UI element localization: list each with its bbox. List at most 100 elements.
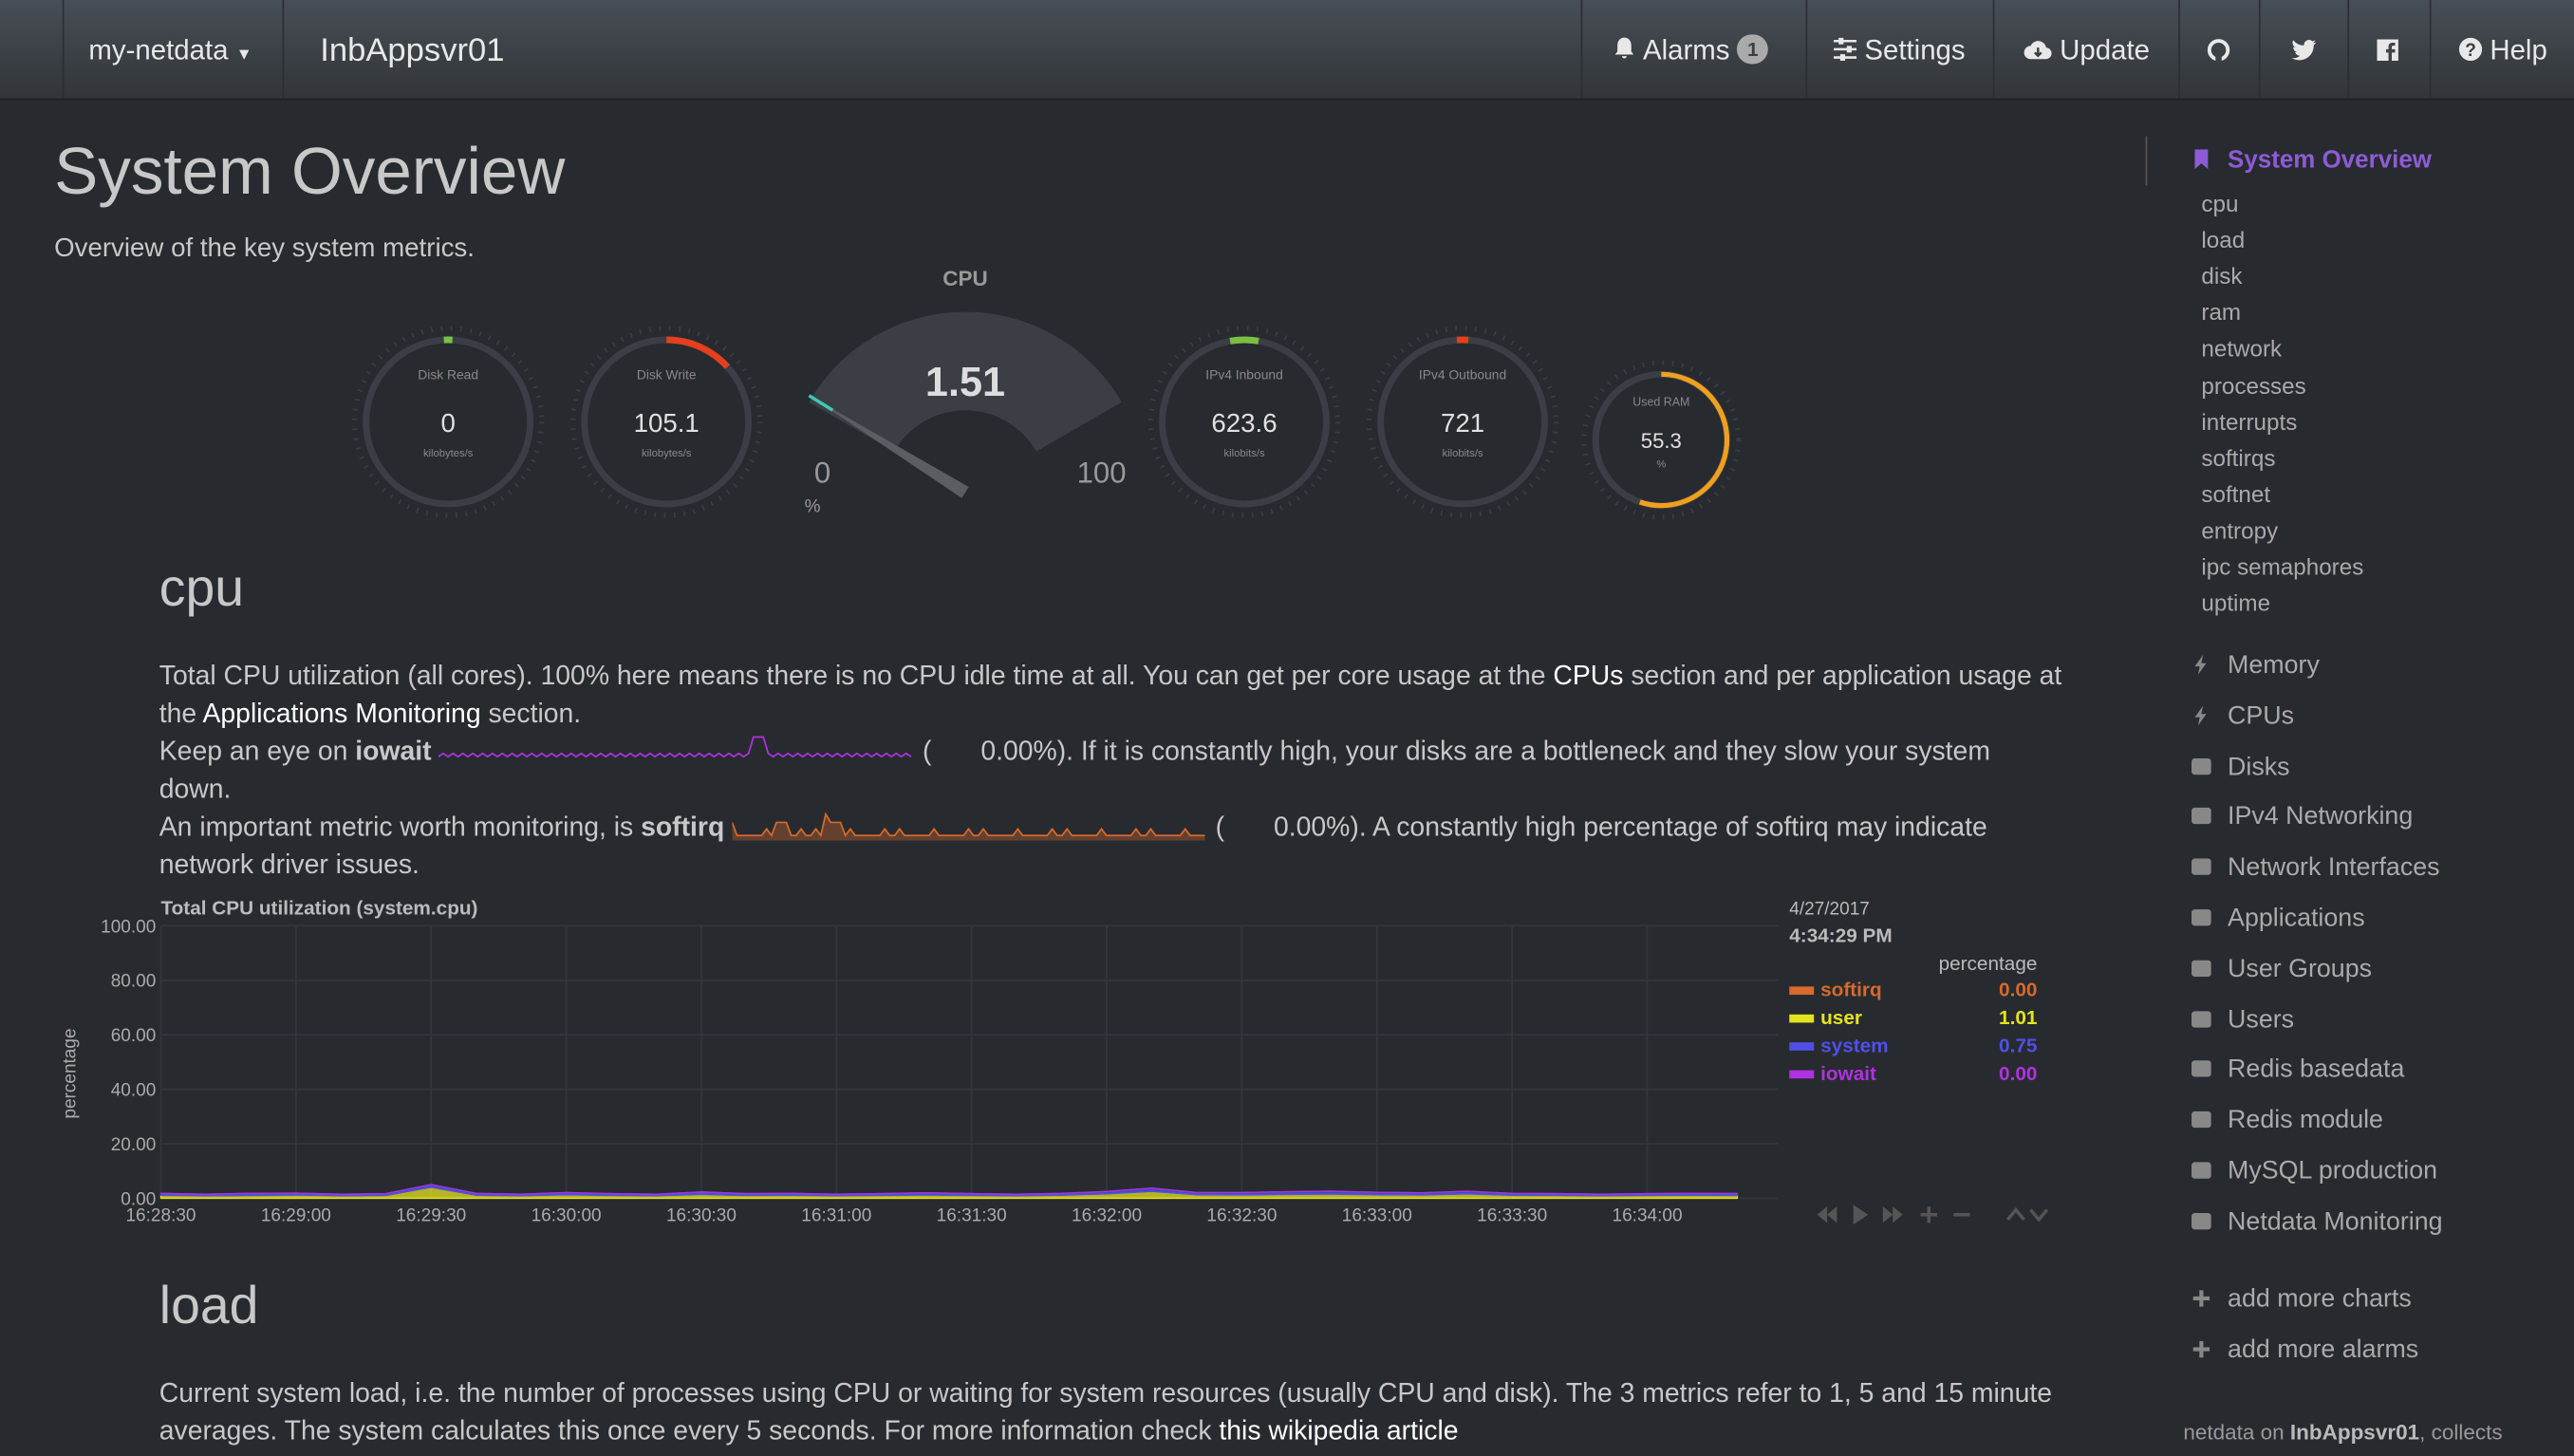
text: netdata on (2183, 1419, 2290, 1445)
sidebar-label: Network Interfaces (2228, 853, 2440, 883)
cpu-gauge-max: 100 (1077, 456, 1127, 489)
sidebar-label: softirqs (2201, 444, 2276, 471)
chart-control[interactable] (1817, 1206, 1837, 1223)
github-button[interactable] (2207, 0, 2231, 99)
y-tick-label: 40.00 (111, 1081, 157, 1101)
sidebar-item[interactable]: cpu (2201, 191, 2238, 217)
settings-label: Settings (1864, 34, 1966, 66)
gauge-value: 623.6 (1211, 408, 1277, 438)
text: , collects (2419, 1419, 2503, 1445)
chart-control[interactable] (1882, 1206, 1903, 1223)
link[interactable]: this wikipedia article (1219, 1416, 1459, 1447)
sidebar-item[interactable]: disk (2201, 263, 2242, 289)
link[interactable]: Applications Monitoring (202, 699, 481, 729)
legend-name: user (1820, 1007, 1862, 1029)
legend-units: percentage (1939, 953, 2038, 975)
alarms-button[interactable]: Alarms 1 (1612, 0, 1768, 99)
cpu-gauge-title: CPU (942, 267, 987, 290)
sidebar-item[interactable]: CPUs (2194, 701, 2295, 732)
sidebar-item[interactable]: ram (2201, 299, 2241, 326)
sidebar-icon (2192, 1162, 2211, 1179)
text: section and per application usage at the (159, 661, 2062, 729)
sidebar-label: ipc semaphores (2201, 552, 2364, 580)
chart-control[interactable] (1920, 1206, 1937, 1223)
sidebar-item[interactable]: Redis module (2192, 1107, 2383, 1136)
sidebar-item[interactable]: load (2201, 227, 2245, 253)
gauge-ticks (1147, 326, 1341, 518)
sidebar-item[interactable]: Applications (2192, 905, 2365, 934)
x-tick-label: 16:28:30 (125, 1206, 196, 1226)
x-tick-label: 16:32:00 (1072, 1206, 1142, 1226)
alarms-label: Alarms (1642, 34, 1730, 66)
sidebar-item[interactable]: Network Interfaces (2192, 853, 2440, 884)
sidebar-item[interactable]: ipc semaphores (2201, 553, 2363, 580)
navbar: my-netdata ▼ InbAppsvr01 Alarms 1 Settin… (0, 0, 2574, 101)
x-tick-label: 16:33:30 (1477, 1206, 1547, 1226)
sidebar-item[interactable]: Disks (2192, 753, 2290, 782)
sidebar-item[interactable]: Users (2192, 1005, 2294, 1035)
settings-button[interactable]: Settings (1833, 0, 1966, 99)
sidebar-label: Redis basedata (2228, 1055, 2405, 1085)
help-button[interactable]: ? Help (2458, 0, 2547, 99)
host: InbAppsvr01 (2289, 1419, 2420, 1445)
gauge-title: IPv4 Outbound (1419, 366, 1506, 382)
brand-menu[interactable]: my-netdata ▼ (88, 34, 252, 66)
sidebar-item[interactable]: Memory (2194, 651, 2320, 681)
sidebar-label: add more charts (2228, 1285, 2412, 1314)
sidebar-icon (2192, 960, 2211, 977)
sidebar-item[interactable]: softnet (2201, 480, 2270, 507)
gauge-ticks (1366, 326, 1559, 518)
sidebar-item[interactable]: processes (2201, 372, 2305, 399)
sidebar-item[interactable]: add more charts (2192, 1285, 2412, 1315)
sidebar-item[interactable]: IPv4 Networking (2192, 803, 2413, 832)
sidebar-label: entropy (2201, 516, 2279, 544)
sidebar-item[interactable]: Redis basedata (2192, 1055, 2405, 1086)
sidebar-icon (2192, 1111, 2211, 1129)
sidebar-item[interactable]: MySQL production (2192, 1157, 2438, 1186)
update-label: Update (2060, 34, 2151, 66)
link[interactable]: CPUs (1553, 661, 1624, 692)
sparkline-line (731, 812, 1205, 838)
chart-control[interactable] (2029, 1208, 2049, 1223)
sidebar-label: Memory (2228, 651, 2320, 680)
gauge-units: kilobits/s (1223, 448, 1264, 459)
sidebar-label: ram (2201, 299, 2242, 326)
text: section. (480, 699, 582, 729)
sidebar-label: MySQL production (2228, 1157, 2438, 1185)
gauge-units: kilobytes/s (642, 448, 692, 459)
sidebar-icon (2194, 149, 2209, 170)
section-title: load (159, 1275, 259, 1335)
sidebar-item[interactable]: softirqs (2201, 444, 2275, 471)
x-tick-label: 16:29:00 (261, 1206, 331, 1226)
sidebar-item[interactable]: User Groups (2192, 955, 2372, 984)
sidebar-label: CPUs (2228, 701, 2295, 731)
cpu-chart: Total CPU utilization (system.cpu) percen… (61, 897, 2049, 1226)
chart-control[interactable] (1853, 1204, 1869, 1225)
gauge-value: 721 (1441, 408, 1484, 438)
help-label: Help (2490, 34, 2547, 66)
text: Current system load, i.e. the number of … (159, 1378, 2052, 1447)
facebook-button[interactable] (2377, 0, 2398, 99)
sidebar-label: uptime (2201, 589, 2271, 616)
sidebar-item[interactable]: Netdata Monitoring (2192, 1208, 2443, 1238)
y-tick-label: 20.00 (111, 1135, 157, 1155)
alarm-badge: 1 (1737, 34, 1768, 65)
chart-control[interactable] (2005, 1206, 2025, 1222)
sidebar-item[interactable]: interrupts (2201, 408, 2297, 435)
legend-swatch (1789, 986, 1815, 996)
svg-text:?: ? (2465, 41, 2476, 61)
sidebar-item[interactable]: entropy (2201, 517, 2278, 544)
sidebar-item[interactable]: add more alarms (2192, 1336, 2418, 1366)
sidebar-item[interactable]: System Overview (2194, 146, 2432, 174)
area-system (159, 1184, 1739, 1197)
legend-name: iowait (1820, 1063, 1876, 1085)
cpu-gauge-needle (809, 395, 969, 498)
footer: netdata on InbAppsvr01, collects (2183, 1420, 2502, 1445)
sidebar-item[interactable]: network (2201, 335, 2282, 362)
sidebar-item[interactable]: uptime (2201, 589, 2270, 616)
section-text: Current system load, i.e. the number of … (159, 1375, 2063, 1451)
twitter-button[interactable] (2291, 0, 2317, 99)
update-button[interactable]: Update (2024, 0, 2150, 99)
gauge-value: 55.3 (1641, 429, 1682, 453)
